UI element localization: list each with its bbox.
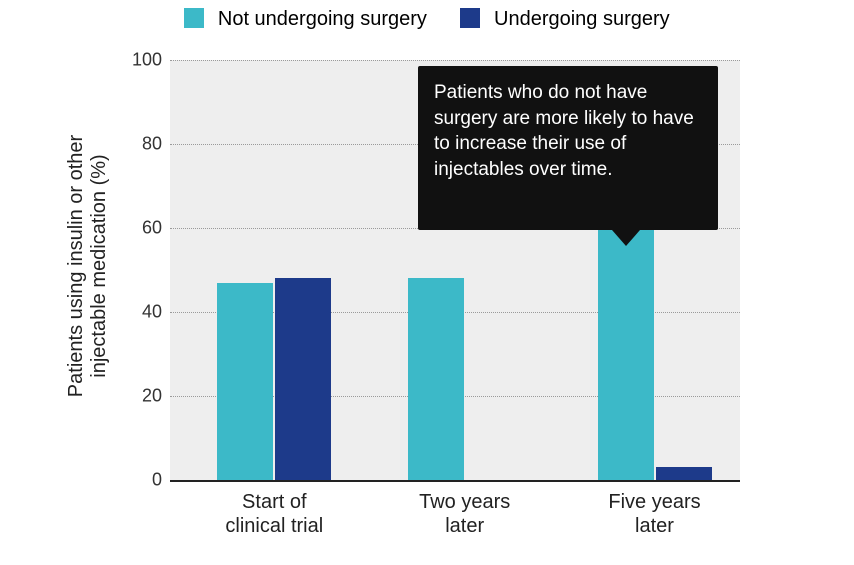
bar-series1	[408, 278, 464, 480]
annotation-callout: Patients who do not have surgery are mor…	[418, 66, 718, 230]
x-tick-label: Start ofclinical trial	[184, 490, 364, 538]
y-axis-label: Patients using insulin or otherinjectabl…	[65, 77, 111, 455]
y-tick-label: 40	[112, 302, 162, 323]
y-tick-label: 20	[112, 386, 162, 407]
y-tick-label: 60	[112, 218, 162, 239]
y-tick-label: 80	[112, 134, 162, 155]
legend-label-series2: Undergoing surgery	[494, 8, 670, 30]
y-tick-label: 100	[112, 50, 162, 71]
grid-line	[170, 60, 740, 61]
annotation-callout-tail	[612, 230, 640, 246]
x-tick-label: Two yearslater	[375, 490, 555, 538]
chart-figure: Not undergoing surgery Undergoing surger…	[0, 0, 854, 565]
y-tick-label: 0	[112, 470, 162, 491]
bar-series1	[217, 283, 273, 480]
x-tick-label: Five yearslater	[565, 490, 745, 538]
bar-series2	[656, 467, 712, 480]
bar-series2	[275, 278, 331, 480]
legend-swatch-series2	[460, 8, 480, 28]
bar-series1	[598, 228, 654, 480]
legend-item-series2: Undergoing surgery	[460, 8, 669, 31]
annotation-text: Patients who do not have surgery are mor…	[434, 82, 694, 180]
legend-item-series1: Not undergoing surgery	[184, 8, 427, 31]
legend-swatch-series1	[184, 8, 204, 28]
legend: Not undergoing surgery Undergoing surger…	[0, 8, 854, 31]
legend-label-series1: Not undergoing surgery	[218, 8, 427, 30]
x-axis-baseline	[170, 480, 740, 482]
